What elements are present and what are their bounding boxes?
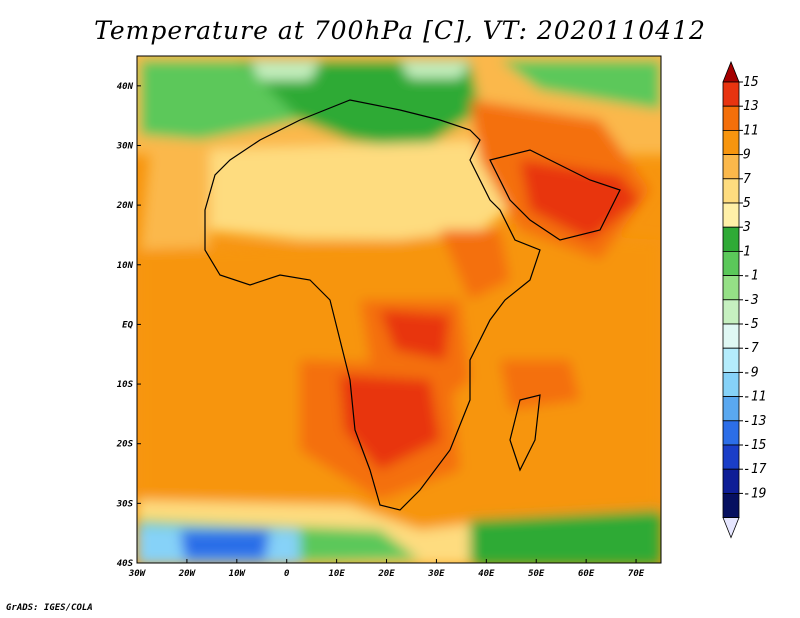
colorbar-label: 7 xyxy=(743,172,751,187)
lon-tick-label: 40E xyxy=(478,569,495,579)
grads-credit: GrADS: IGES/COLA xyxy=(6,603,93,613)
arabia-coast xyxy=(489,149,621,241)
lon-tick-label: 20E xyxy=(377,569,395,579)
southern-indian-cool-band xyxy=(470,510,661,563)
lon-tick-label: 60E xyxy=(578,569,595,579)
colorbar-label: -9 xyxy=(743,365,759,380)
colorbar-swatch xyxy=(722,323,740,349)
lon-tick-label: 20W xyxy=(178,569,197,579)
atlantic-warm-patch xyxy=(140,140,210,250)
colorbar-swatch xyxy=(722,492,740,518)
colorbar-label: -19 xyxy=(743,486,766,501)
colorbar-label: 9 xyxy=(743,148,751,163)
colorbar-swatch xyxy=(722,226,740,252)
chart-title: Temperature at 700hPa [C], VT: 202011041… xyxy=(94,16,706,45)
lon-tick-label: 30W xyxy=(128,569,147,579)
iberia-cold-spot xyxy=(250,62,320,80)
lon-tick-label: 70E xyxy=(628,569,645,579)
colorbar-label: -11 xyxy=(743,390,766,405)
lon-tick-label: 10W xyxy=(229,569,247,579)
colorbar-swatch xyxy=(722,275,740,301)
colorbar-bottom-arrow xyxy=(722,517,740,539)
lat-tick-label: 20S xyxy=(116,440,134,450)
map-frame xyxy=(136,55,662,564)
lat-tick-label: 30S xyxy=(116,499,134,509)
sahara-warm-region xyxy=(200,140,520,240)
colorbar-swatch xyxy=(722,250,740,276)
temperature-field xyxy=(137,56,661,563)
colorbar-swatch xyxy=(722,129,740,155)
lon-tick-label: 50E xyxy=(528,569,545,579)
colorbar-swatch xyxy=(722,420,740,446)
lon-tick-label: 10E xyxy=(328,569,345,579)
balkan-cold-spot xyxy=(400,62,470,78)
colorbar-label: 5 xyxy=(743,196,751,211)
lat-tick-label: 10S xyxy=(117,380,134,390)
south-atlantic-cold-pool xyxy=(180,530,270,560)
colorbar-swatch xyxy=(722,154,740,180)
colorbar-label: -7 xyxy=(743,341,759,356)
lon-tick-label: 0 xyxy=(284,569,290,579)
colorbar-label: 11 xyxy=(743,123,759,138)
lat-tick-label: 40S xyxy=(117,559,134,569)
colorbar-swatch xyxy=(722,347,740,373)
colorbar-swatch xyxy=(722,105,740,131)
southern-africa-hot-core xyxy=(340,375,440,470)
colorbar-swatch xyxy=(722,468,740,494)
lat-tick-label: 10N xyxy=(117,261,134,271)
colorbar-swatch xyxy=(722,396,740,422)
lon-tick-label: 30E xyxy=(427,569,445,579)
ethiopia-warm-region xyxy=(440,230,510,300)
colorbar: 15 13 11 9 7 5 3 1 -1 -3 -5 -7 -9 -11 -13 -15 -17 -19 xyxy=(722,60,767,539)
latitude-tick-labels: 40N 30N 20N 10N EQ 10S 20S 30S 40S xyxy=(116,82,141,569)
coastlines xyxy=(204,99,621,511)
colorbar-label: -17 xyxy=(743,462,767,477)
colorbar-label: -5 xyxy=(743,317,759,332)
colorbar-swatch xyxy=(722,299,740,325)
lat-tick-label: 20N xyxy=(116,201,134,211)
longitude-tick-labels: 30W 20W 10W 0 10E 20E 30E 40E 50E 60E 70E xyxy=(128,559,645,579)
colorbar-label: -13 xyxy=(743,414,766,429)
colorbar-label: 3 xyxy=(742,220,751,235)
mediterranean-cool-band xyxy=(240,60,480,150)
colorbar-label: -3 xyxy=(743,293,759,308)
lat-tick-label: 30N xyxy=(116,141,134,151)
colorbar-label: 13 xyxy=(743,99,759,114)
colorbar-swatch xyxy=(722,178,740,204)
middle-east-cool-band xyxy=(500,60,661,110)
colorbar-label: 1 xyxy=(743,244,751,259)
lat-tick-label: 40N xyxy=(117,82,134,92)
arabia-hot-core xyxy=(520,160,640,240)
africa-coast xyxy=(204,99,541,511)
colorbar-top-arrow xyxy=(722,60,740,83)
colorbar-label: -1 xyxy=(743,269,759,284)
indian-ocean-warm-patch xyxy=(500,360,580,410)
colorbar-swatch xyxy=(722,202,740,228)
colorbar-swatch xyxy=(722,371,740,397)
central-africa-hot-core xyxy=(380,310,450,360)
colorbar-swatch xyxy=(722,81,740,107)
lat-tick-label: EQ xyxy=(122,320,133,330)
colorbar-label: 15 xyxy=(743,75,759,90)
madagascar-coast xyxy=(509,394,541,472)
colorbar-label: -15 xyxy=(743,438,767,453)
colorbar-swatch xyxy=(722,444,740,470)
